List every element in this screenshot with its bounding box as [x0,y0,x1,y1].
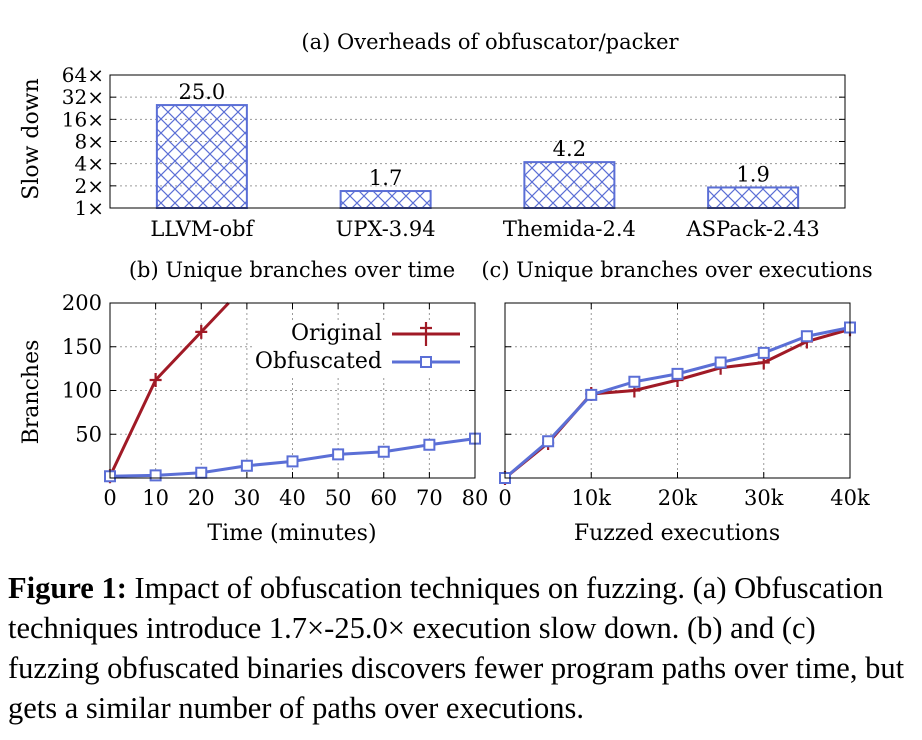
panel-b-y-axis-label: Branches [19,340,44,445]
panel-b-series [104,301,481,484]
panel-c-x-tick-label: 30k [744,486,784,510]
panel-a-y-tick-label: 32× [62,85,104,109]
panel-b-x-tick-label: 50 [325,486,352,510]
bar-aspack-2-43 [707,186,800,209]
data-point-plus [195,324,208,339]
data-point-square [195,466,208,479]
panel-a-title: (a) Overheads of obfuscator/packer [301,30,679,54]
panel-a-y-tick-label: 2× [75,174,104,198]
data-point-square [240,459,253,472]
panel-b-y-ticks: 50 100 150 200 [62,291,475,446]
legend-label-obfuscated: Obfuscated [255,349,382,374]
caption-text: Impact of obfuscation techniques on fuzz… [8,571,905,725]
panel-b-x-tick-label: 10 [142,486,169,510]
panel-c-title: (c) Unique branches over executions [481,258,872,282]
panel-a-category-label: Themida-2.4 [503,217,636,241]
data-point-square [628,375,641,388]
panel-b-x-tick-label: 40 [279,486,306,510]
panel-a-y-tick-label: 16× [62,107,104,131]
panel-c-gridlines [505,303,850,478]
panel-b-x-tick-label: 60 [370,486,397,510]
data-point-square [423,438,436,451]
panel-a-bars [155,104,800,209]
panel-a-plot-frame [109,74,846,209]
panel-a-category-labels: LLVM-obf UPX-3.94 Themida-2.4 ASPack-2.43 [150,217,819,241]
series-line-obfuscated [504,326,851,480]
bar-llvm-obf [155,104,248,209]
panel-b-y-tick-label: 200 [62,291,102,315]
panel-c-line-chart: (c) Unique branches over executions Fuzz… [481,258,872,546]
bar-upx-3-94 [339,190,432,209]
data-point-square [714,356,727,369]
panel-b-x-tick-label: 30 [234,486,261,510]
data-point-plus [149,373,162,387]
panel-a-y-tick-label: 1× [75,196,104,220]
panel-a-data-label: 4.2 [553,137,586,161]
legend-marker-original [420,322,432,346]
panel-b-title: (b) Unique branches over time [129,258,455,282]
legend: Original Obfuscated [255,320,470,378]
panel-c-x-tick-label: 0 [498,486,511,510]
panel-b-x-axis-label: Time (minutes) [207,521,376,546]
figure-canvas: (a) Overheads of obfuscator/packer Slow … [19,30,873,546]
panel-b-y-tick-label: 150 [62,335,102,359]
series-obfuscated [104,432,481,483]
panel-a-y-tick-label: 4× [75,152,104,176]
panel-c-plot-frame [504,302,851,479]
panel-b-y-tick-label: 100 [62,379,102,403]
data-point-square [671,367,684,380]
data-point-square [149,469,162,482]
panel-a-y-tick-label: 64× [62,63,104,87]
data-point-square [585,388,598,401]
figure-caption: Figure 1: Impact of obfuscation techniqu… [8,568,914,728]
panel-b-y-tick-label: 50 [75,422,102,446]
panel-c-x-ticks: 0 10k 20k 30k 40k [498,303,870,510]
panel-b-x-tick-label: 70 [416,486,443,510]
legend-label-original: Original [291,321,382,346]
panel-a-data-label: 1.9 [736,162,769,186]
panel-a-data-labels: 25.0 1.7 4.2 1.9 [178,80,769,190]
panel-b-x-tick-label: 80 [462,486,489,510]
panel-b-x-tick-label: 20 [188,486,215,510]
data-point-square [332,448,345,461]
series-line-original [108,301,230,477]
caption-label: Figure 1: [8,571,127,605]
bar-themida-2-4 [523,161,616,209]
panel-a-data-label: 1.7 [369,166,402,190]
panel-b-plot-frame [109,302,476,479]
legend-marker-obfuscated [420,356,432,368]
panel-c-x-axis-label: Fuzzed executions [574,521,780,546]
panel-a-y-ticks: 1×2×4×8×16×32×64× [62,63,845,220]
data-point-square [542,435,555,448]
data-point-square [286,455,299,468]
panel-c-series [499,321,856,485]
panel-b-line-chart: (b) Unique branches over time Branches T… [19,258,488,546]
panel-c-x-tick-label: 40k [830,486,870,510]
data-point-square [757,346,770,359]
panel-a-category-label: ASPack-2.43 [686,217,820,241]
panel-b-x-tick-label: 0 [103,486,116,510]
panel-c-x-tick-label: 20k [658,486,698,510]
data-point-square [800,330,813,343]
panel-a-y-tick-label: 8× [75,130,104,154]
panel-a-bar-chart: (a) Overheads of obfuscator/packer Slow … [19,30,846,241]
panel-a-data-label: 25.0 [178,80,225,104]
data-point-square [377,445,390,458]
panel-b-x-ticks: 0 10 20 30 40 50 60 70 80 [103,303,488,510]
panel-a-category-label: UPX-3.94 [336,217,436,241]
series-original [104,301,230,484]
panel-a-category-label: LLVM-obf [150,217,255,241]
panel-a-y-axis-label: Slow down [19,78,44,200]
panel-c-x-tick-label: 10k [572,486,612,510]
